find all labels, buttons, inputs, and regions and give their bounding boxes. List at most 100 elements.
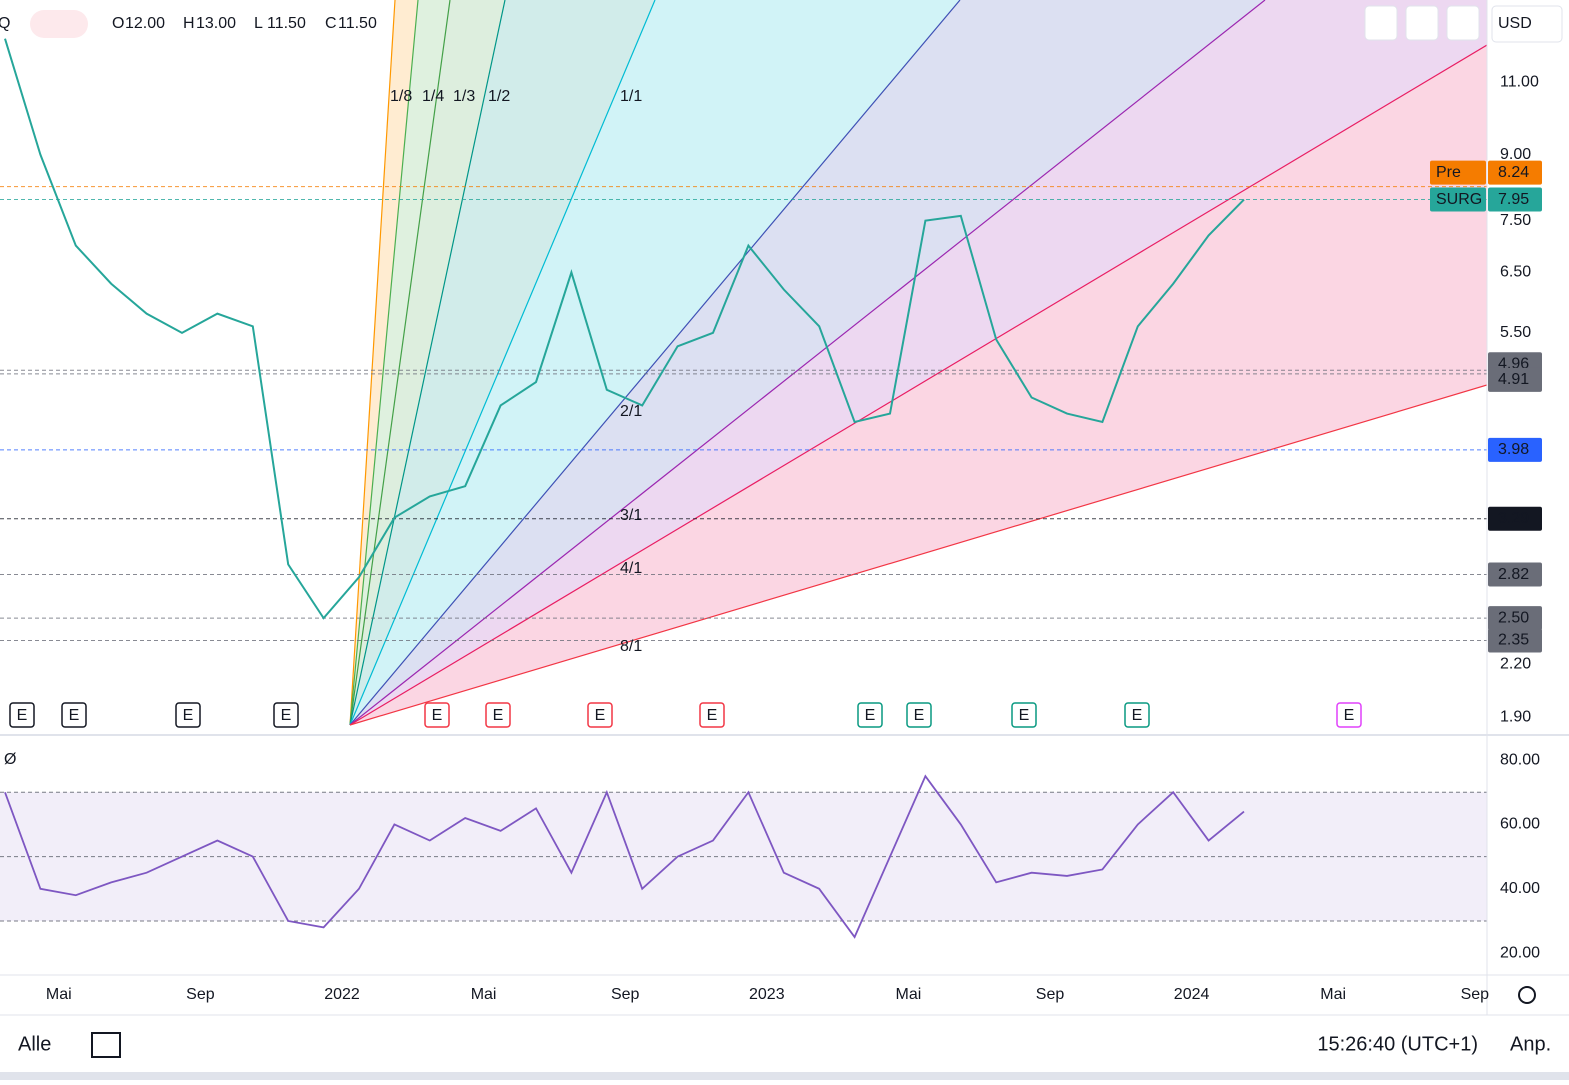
currency-button[interactable]	[1491, 5, 1563, 43]
fan-line	[349, 384, 1487, 726]
ohlc-value: 13.00	[196, 15, 236, 32]
x-tick-label: Mai	[1320, 986, 1346, 1003]
event-marker	[61, 702, 87, 728]
ohlc-value: 11.50	[338, 15, 377, 32]
fan-line	[349, 0, 1266, 726]
y-tick-label: 5.50	[1500, 324, 1531, 341]
clock: 15:26:40 (UTC+1)	[1317, 1033, 1478, 1055]
currency[interactable]: USD	[1498, 15, 1532, 32]
event-marker	[906, 702, 932, 728]
button[interactable]	[1405, 5, 1439, 41]
x-tick-label: Sep	[1036, 986, 1065, 1003]
price-tag-name: Pre	[1436, 164, 1461, 181]
button[interactable]	[1364, 5, 1398, 41]
rsi-tick-label: 20.00	[1500, 944, 1540, 961]
x-tick-label: Sep	[611, 986, 640, 1003]
fan-line	[349, 44, 1487, 726]
event-marker	[485, 702, 511, 728]
fan-line	[349, 0, 656, 726]
price-tag-label: 3.98	[1498, 441, 1529, 458]
event-label: E	[1344, 707, 1355, 724]
price-tag-label: 8.24	[1498, 164, 1529, 181]
event-label: E	[432, 707, 443, 724]
settings-icon[interactable]	[1518, 986, 1536, 1004]
x-tick-label: Mai	[46, 986, 72, 1003]
fan-label: 1/1	[620, 88, 642, 105]
ohlc-key: H	[183, 15, 195, 32]
ohlc-value: 11.50	[267, 15, 306, 32]
price-tag-name: SURG	[1436, 191, 1482, 208]
price-tag	[1488, 562, 1542, 587]
fan-label: 3/1	[620, 507, 642, 524]
y-tick-label: 9.00	[1500, 146, 1531, 163]
x-tick-label: Mai	[471, 986, 497, 1003]
price-tag-label: 2.82	[1498, 566, 1529, 583]
event-label: E	[183, 707, 194, 724]
x-tick-label: Sep	[1461, 986, 1490, 1003]
price-tag-label: 2.50	[1498, 609, 1529, 626]
adjust-button[interactable]: Anp.	[1510, 1033, 1551, 1055]
event-label: E	[1132, 707, 1143, 724]
event-label: E	[17, 707, 28, 724]
price-tag	[1488, 628, 1542, 653]
x-tick-label: Sep	[186, 986, 215, 1003]
event-marker	[424, 702, 450, 728]
price-tag-label: 4.91	[1498, 371, 1529, 388]
price-tag-label: 3.29	[1498, 510, 1529, 527]
ohlc-key: C	[325, 15, 337, 32]
event-label: E	[493, 707, 504, 724]
y-tick-label: 11.00	[1500, 73, 1539, 90]
range-button[interactable]: Alle	[18, 1033, 51, 1055]
event-marker	[175, 702, 201, 728]
price-tag	[1488, 160, 1542, 185]
fan-fill	[350, 0, 1487, 725]
fan-label: 1/4	[422, 88, 444, 105]
fan-label: 1/3	[453, 88, 475, 105]
fan-label: 4/1	[620, 560, 642, 577]
event-marker	[587, 702, 613, 728]
y-tick-label: 6.50	[1500, 264, 1531, 281]
price-tag-name-bg	[1430, 160, 1486, 185]
event-marker	[699, 702, 725, 728]
fan-line	[349, 0, 961, 726]
button[interactable]	[1446, 5, 1480, 41]
price-tag	[1488, 606, 1542, 631]
fan-label: 2/1	[620, 403, 642, 420]
calendar-icon[interactable]	[91, 1032, 121, 1058]
fan-line	[349, 0, 451, 726]
ohlc-key: O	[112, 15, 124, 32]
event-marker	[9, 702, 35, 728]
fan-label: 1/8	[390, 88, 412, 105]
y-tick-label: 7.50	[1500, 212, 1531, 229]
ohlc-value: 12.00	[125, 15, 165, 32]
symbol: Q	[0, 15, 10, 32]
rsi-tick-label: 80.00	[1500, 751, 1540, 768]
rsi-tick-label: 40.00	[1500, 880, 1540, 897]
rsi-tick-label: 60.00	[1500, 816, 1540, 833]
price-tag-label: 2.35	[1498, 632, 1529, 649]
price-tag	[1488, 437, 1542, 462]
event-marker	[857, 702, 883, 728]
x-tick-label: 2022	[324, 986, 360, 1003]
price-tag-label: 7.95	[1498, 191, 1529, 208]
price-tag-name-bg	[1430, 187, 1486, 212]
event-label: E	[707, 707, 718, 724]
x-tick-label: Mai	[896, 986, 922, 1003]
fan-label: 1/2	[488, 88, 510, 105]
event-marker	[1124, 702, 1150, 728]
fan-line	[349, 0, 506, 726]
event-label: E	[69, 707, 80, 724]
x-tick-label: 2024	[1174, 986, 1210, 1003]
scrollbar	[0, 1072, 1569, 1080]
y-tick-label: 1.90	[1500, 709, 1531, 726]
event-label: E	[281, 707, 292, 724]
event-marker	[273, 702, 299, 728]
fan-label: 8/1	[620, 638, 642, 655]
price-tag	[1488, 506, 1542, 531]
status-badge	[30, 10, 88, 38]
event-label: E	[865, 707, 876, 724]
event-marker	[1336, 702, 1362, 728]
ohlc-key: L	[254, 15, 263, 32]
event-label: E	[1019, 707, 1030, 724]
